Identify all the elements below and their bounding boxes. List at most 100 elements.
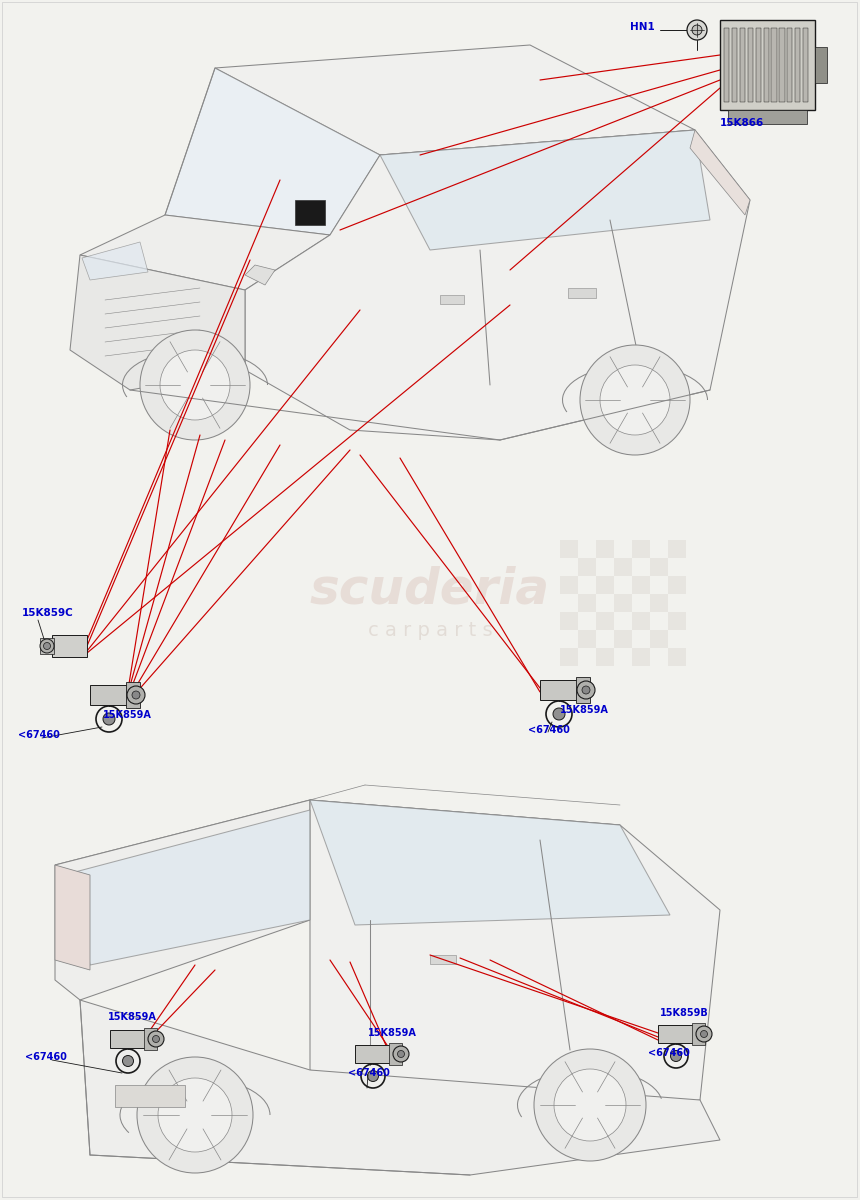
Bar: [632, 576, 650, 594]
Bar: [430, 955, 456, 964]
Bar: [144, 1028, 157, 1050]
Bar: [747, 28, 752, 102]
Bar: [110, 1030, 146, 1048]
Bar: [632, 612, 650, 630]
Bar: [728, 110, 807, 124]
Bar: [90, 685, 128, 704]
Bar: [560, 612, 578, 630]
Circle shape: [534, 1049, 646, 1162]
Bar: [803, 28, 808, 102]
Text: <67460: <67460: [25, 1052, 67, 1062]
Text: <67460: <67460: [348, 1068, 390, 1078]
Text: c a r p a r t s: c a r p a r t s: [368, 620, 492, 640]
Circle shape: [152, 1036, 159, 1043]
Text: HN1: HN1: [630, 22, 654, 32]
Bar: [668, 612, 686, 630]
Circle shape: [148, 1031, 164, 1046]
Text: 15K859A: 15K859A: [368, 1028, 417, 1038]
Polygon shape: [75, 810, 310, 965]
Bar: [632, 648, 650, 666]
Circle shape: [158, 1078, 232, 1152]
Polygon shape: [82, 242, 148, 280]
Bar: [614, 558, 632, 576]
Text: 15K859A: 15K859A: [108, 1012, 157, 1022]
Polygon shape: [310, 800, 720, 1130]
Circle shape: [671, 1050, 681, 1062]
Bar: [52, 635, 87, 658]
Polygon shape: [55, 800, 620, 890]
Polygon shape: [80, 1000, 720, 1175]
Bar: [668, 648, 686, 666]
Bar: [389, 1043, 402, 1066]
Polygon shape: [690, 130, 750, 215]
Bar: [295, 200, 325, 226]
Circle shape: [44, 642, 51, 649]
Bar: [692, 1022, 705, 1045]
Bar: [560, 648, 578, 666]
Polygon shape: [215, 44, 695, 155]
Bar: [568, 288, 596, 298]
Bar: [40, 638, 54, 654]
Circle shape: [127, 686, 145, 704]
Bar: [658, 1025, 694, 1043]
Bar: [787, 28, 792, 102]
Bar: [596, 540, 614, 558]
Text: 15K859B: 15K859B: [660, 1008, 709, 1018]
Bar: [578, 630, 596, 648]
Text: <67460: <67460: [528, 725, 570, 734]
Bar: [576, 677, 590, 703]
Polygon shape: [245, 265, 275, 284]
Polygon shape: [55, 865, 90, 970]
Polygon shape: [245, 130, 750, 440]
Bar: [650, 630, 668, 648]
Bar: [815, 47, 827, 83]
Polygon shape: [70, 254, 245, 390]
Circle shape: [577, 680, 595, 698]
Circle shape: [140, 330, 250, 440]
Bar: [578, 558, 596, 576]
Bar: [560, 576, 578, 594]
Text: <67460: <67460: [18, 730, 60, 740]
Circle shape: [687, 20, 707, 40]
Bar: [596, 648, 614, 666]
Bar: [540, 680, 578, 700]
Circle shape: [160, 350, 230, 420]
Bar: [614, 630, 632, 648]
Bar: [614, 594, 632, 612]
Bar: [756, 28, 761, 102]
Circle shape: [393, 1046, 409, 1062]
Bar: [355, 1045, 391, 1063]
Circle shape: [553, 708, 565, 720]
Polygon shape: [165, 68, 380, 235]
Circle shape: [692, 25, 702, 35]
Text: <67460: <67460: [648, 1048, 690, 1058]
Bar: [668, 576, 686, 594]
Bar: [578, 594, 596, 612]
Circle shape: [367, 1070, 378, 1081]
Text: 15K859C: 15K859C: [22, 608, 74, 618]
Circle shape: [122, 1056, 133, 1067]
Circle shape: [582, 686, 590, 694]
Circle shape: [701, 1031, 708, 1038]
Bar: [779, 28, 784, 102]
Text: scuderia: scuderia: [310, 566, 550, 614]
Bar: [440, 295, 464, 304]
Bar: [764, 28, 769, 102]
Circle shape: [137, 1057, 253, 1174]
Circle shape: [132, 691, 140, 698]
Circle shape: [600, 365, 670, 434]
Text: 15K859A: 15K859A: [103, 710, 152, 720]
Polygon shape: [310, 800, 670, 925]
Bar: [596, 612, 614, 630]
Polygon shape: [380, 130, 710, 250]
Bar: [668, 540, 686, 558]
Circle shape: [397, 1050, 404, 1057]
Bar: [650, 594, 668, 612]
Bar: [771, 28, 777, 102]
Text: 15K866: 15K866: [720, 118, 765, 128]
Circle shape: [580, 346, 690, 455]
Bar: [632, 540, 650, 558]
Bar: [740, 28, 745, 102]
Circle shape: [103, 713, 115, 725]
Circle shape: [696, 1026, 712, 1042]
